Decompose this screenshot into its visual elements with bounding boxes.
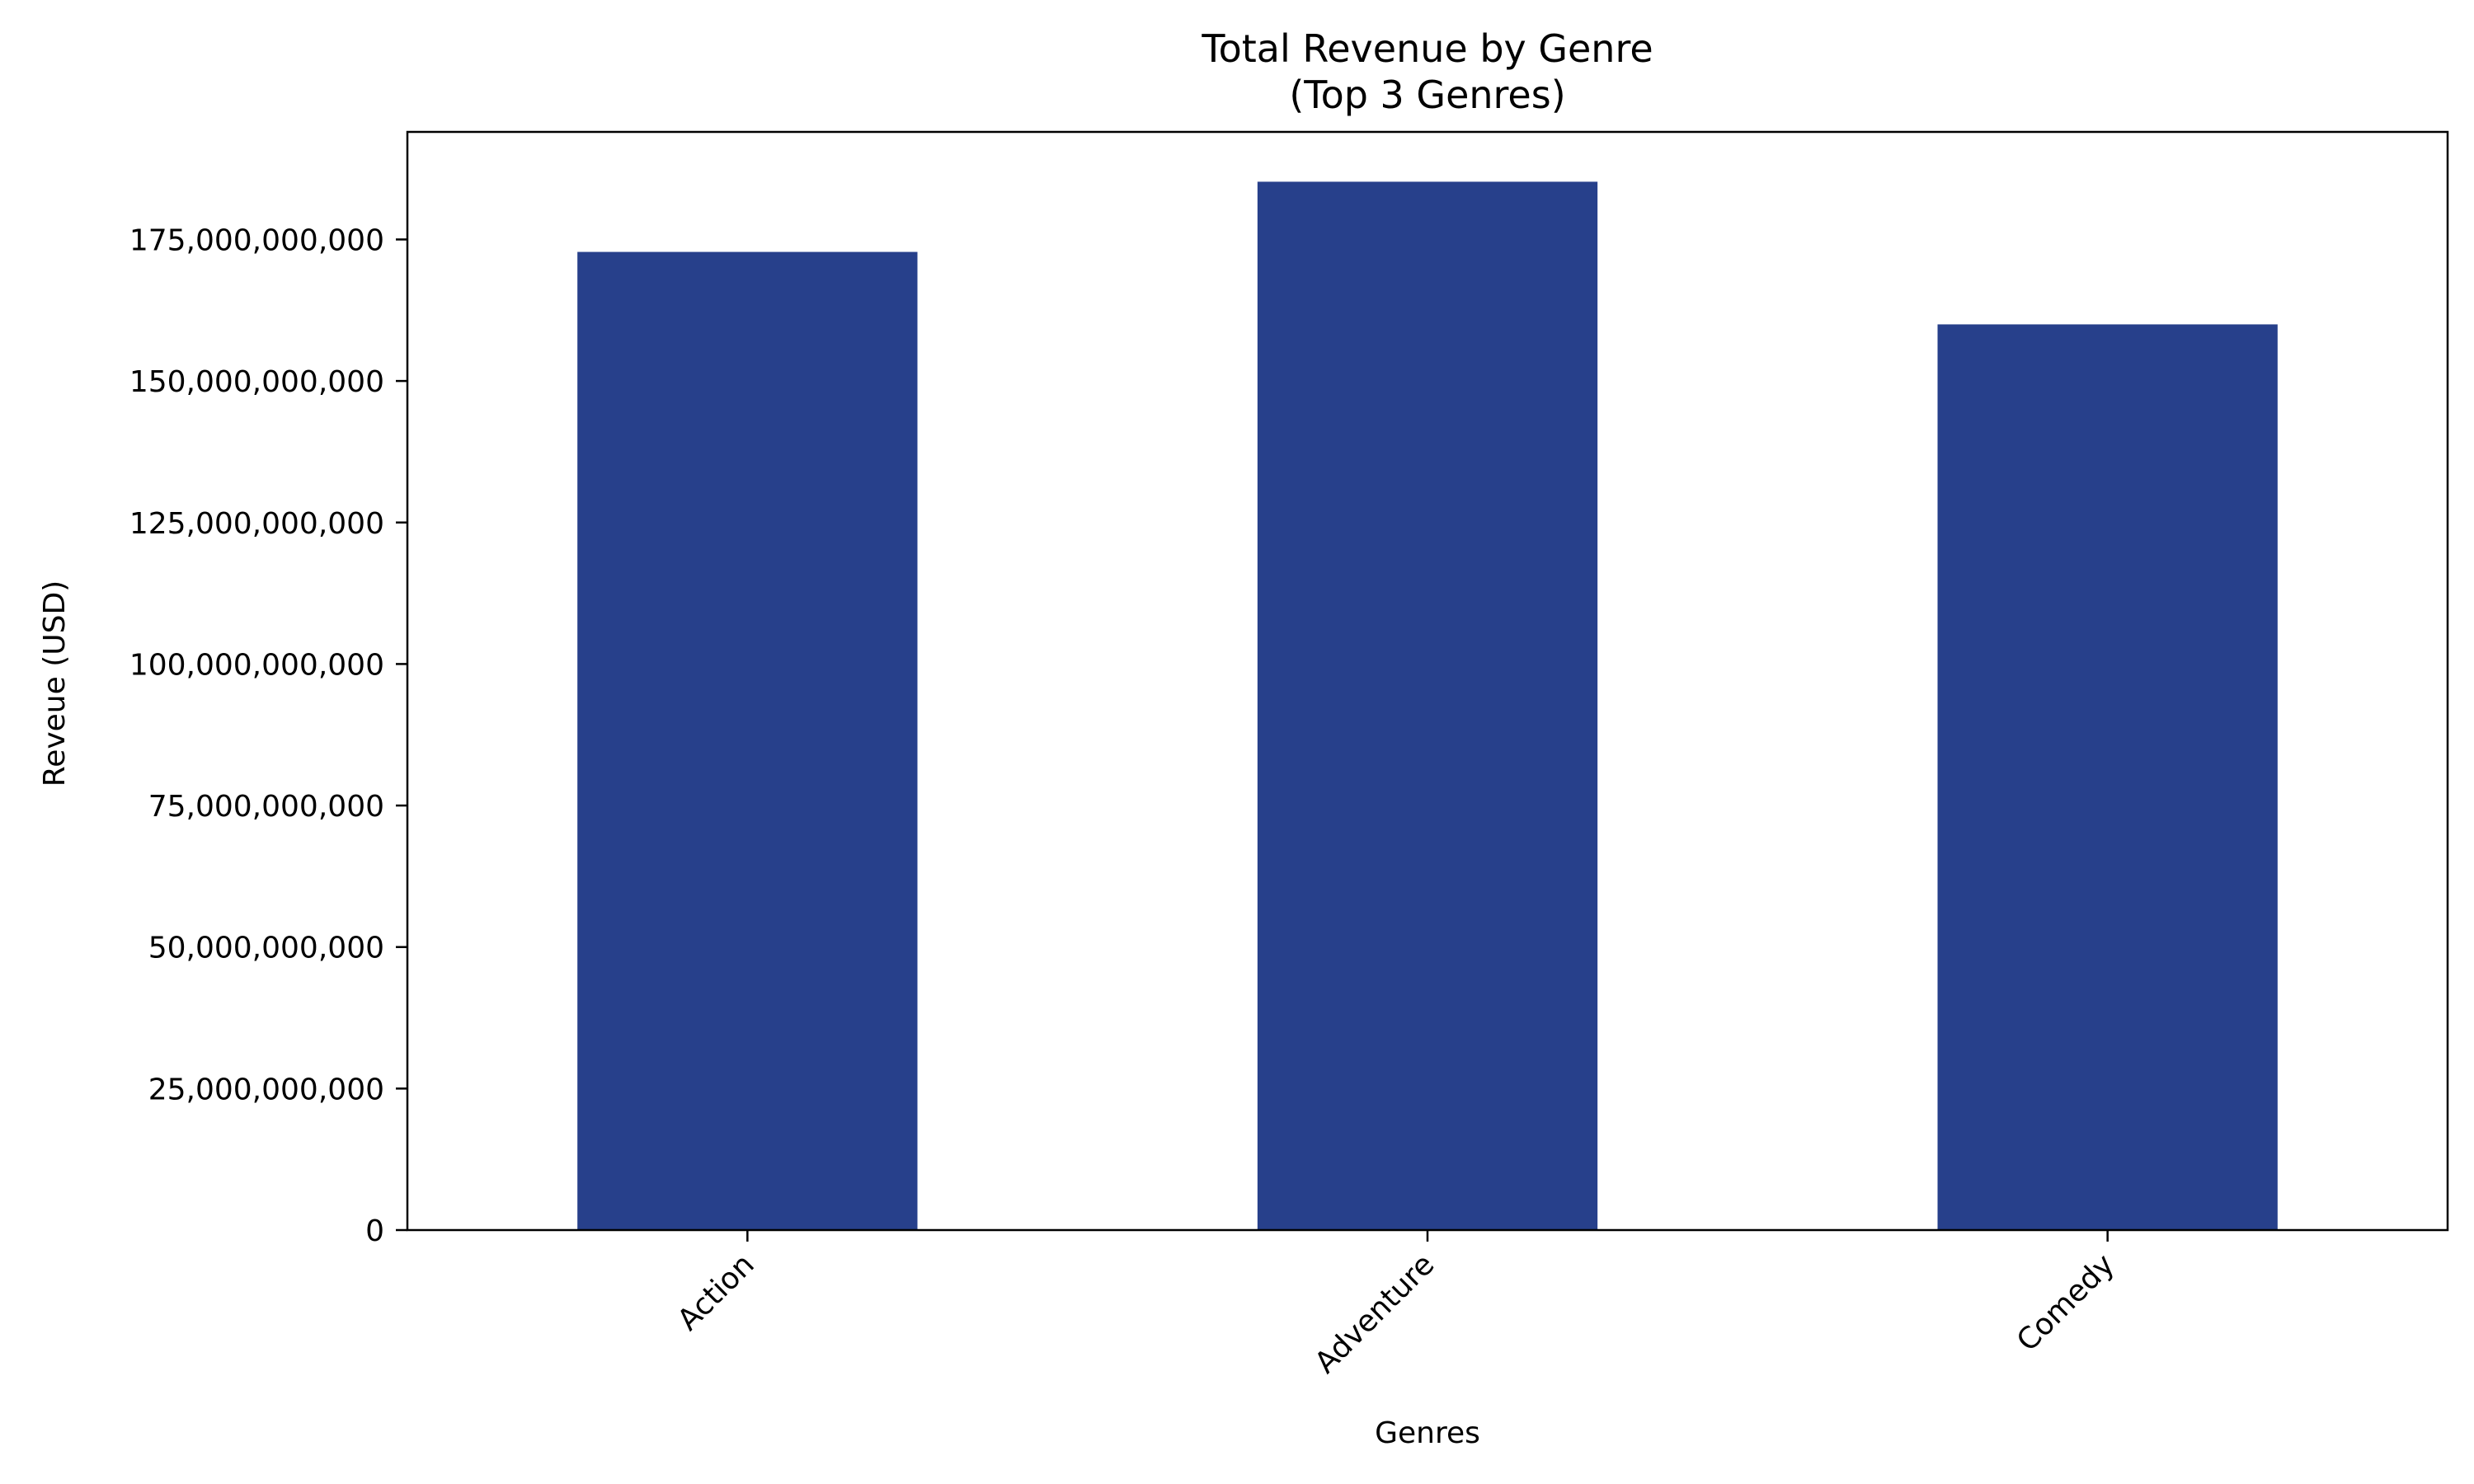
y-tick-label: 75,000,000,000 xyxy=(148,790,384,824)
chart-title: Total Revenue by Genre xyxy=(1201,26,1653,71)
bar-adventure xyxy=(1257,181,1598,1230)
y-tick-label: 25,000,000,000 xyxy=(148,1073,384,1106)
y-tick-label: 150,000,000,000 xyxy=(129,365,384,399)
y-tick-label: 100,000,000,000 xyxy=(129,648,384,682)
y-tick-label: 125,000,000,000 xyxy=(129,507,384,541)
y-axis-label: Reveue (USD) xyxy=(38,580,72,787)
y-tick-label: 0 xyxy=(365,1214,384,1248)
y-axis-ticks: 0 25,000,000,000 50,000,000,000 75,000,000,… xyxy=(129,223,407,1248)
x-axis-label: Genres xyxy=(1375,1416,1480,1450)
chart-subtitle: (Top 3 Genres) xyxy=(1289,73,1565,117)
bars-layer xyxy=(577,181,2278,1230)
plot-area-frame xyxy=(406,130,2449,1232)
bar-comedy xyxy=(1937,324,2278,1230)
bar-action xyxy=(577,251,918,1230)
y-tick-label: 50,000,000,000 xyxy=(148,932,384,965)
y-tick-label: 175,000,000,000 xyxy=(129,223,384,257)
